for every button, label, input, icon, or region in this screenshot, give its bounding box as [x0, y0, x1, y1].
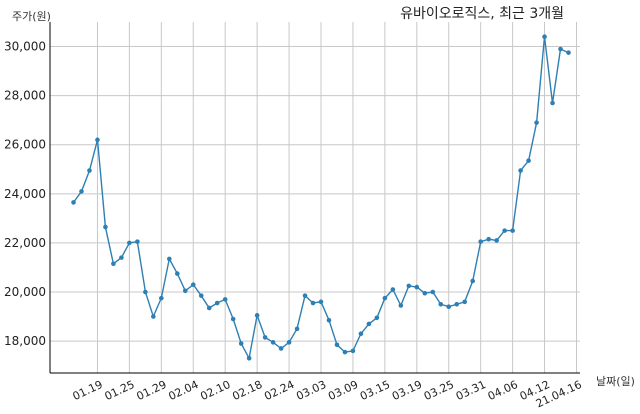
- data-point: [206, 305, 212, 311]
- data-point: [246, 355, 252, 361]
- chart-title: 유바이오로직스, 최근 3개월: [400, 6, 564, 22]
- data-point: [71, 200, 76, 205]
- x-tick-label: 01.29: [135, 378, 169, 403]
- data-point: [366, 321, 372, 327]
- price-series: [71, 34, 571, 361]
- x-tick-label: 01.25: [103, 378, 137, 403]
- data-point: [143, 289, 148, 295]
- x-tick-label: 02.10: [198, 378, 232, 403]
- y-tick-label: 28,000: [4, 89, 46, 103]
- data-point: [430, 289, 436, 295]
- data-point: [230, 316, 236, 322]
- data-point: [406, 283, 412, 289]
- data-point: [390, 287, 396, 292]
- data-point: [182, 288, 188, 294]
- x-tick-label: 02.04: [166, 378, 200, 403]
- data-point: [159, 295, 164, 301]
- x-tick-label: 03.09: [326, 378, 360, 403]
- data-point: [198, 293, 204, 298]
- data-point: [534, 120, 539, 125]
- data-point: [558, 46, 563, 52]
- data-point: [494, 238, 499, 243]
- data-point: [103, 224, 108, 230]
- data-point: [135, 239, 140, 244]
- y-tick-label: 24,000: [4, 187, 46, 201]
- x-tick-label: 04.06: [486, 378, 520, 403]
- x-tick-label: 03.25: [422, 378, 456, 403]
- data-point: [95, 137, 100, 143]
- data-point: [326, 317, 332, 323]
- x-tick-label: 01.19: [71, 378, 105, 403]
- data-point: [294, 326, 300, 332]
- data-point: [310, 300, 316, 306]
- data-point: [542, 34, 547, 40]
- data-point: [127, 240, 132, 246]
- x-tick-label: 03.03: [294, 378, 328, 403]
- data-point: [486, 236, 491, 242]
- x-tick-label: 03.15: [358, 378, 392, 403]
- y-axis-label: 주가(원): [12, 10, 51, 23]
- data-point: [238, 341, 244, 346]
- data-point: [510, 228, 515, 233]
- x-tick-label: 03.31: [454, 378, 488, 403]
- data-point: [526, 158, 531, 163]
- y-tick-label: 30,000: [4, 40, 46, 54]
- axes: [49, 22, 580, 374]
- data-point: [222, 297, 228, 302]
- x-tick-label: 02.18: [230, 378, 264, 403]
- data-point: [374, 315, 380, 321]
- data-point: [462, 299, 468, 305]
- data-point: [270, 340, 276, 345]
- data-point: [398, 303, 404, 308]
- data-point: [550, 100, 555, 106]
- data-point: [318, 299, 324, 305]
- data-point: [302, 293, 308, 298]
- data-point: [87, 168, 92, 173]
- data-point: [350, 348, 356, 354]
- data-point: [358, 331, 364, 337]
- x-tick-labels: 01.1901.2501.2902.0402.1002.1802.2403.03…: [71, 378, 584, 410]
- data-point: [278, 346, 284, 351]
- x-tick-label: 02.24: [262, 378, 296, 403]
- data-point: [414, 284, 420, 290]
- data-point: [254, 313, 260, 318]
- data-point: [174, 271, 180, 276]
- data-point: [214, 300, 220, 306]
- data-point: [518, 168, 523, 173]
- data-point: [502, 228, 507, 233]
- data-point: [262, 335, 268, 340]
- data-point: [454, 301, 460, 307]
- data-point: [566, 50, 571, 55]
- data-point: [151, 314, 156, 319]
- data-point: [422, 290, 428, 296]
- data-point: [446, 304, 452, 310]
- data-point: [119, 255, 124, 260]
- data-point: [342, 349, 348, 355]
- y-tick-label: 18,000: [4, 334, 46, 348]
- data-point: [111, 261, 116, 267]
- y-tick-labels: 18,000 20,000 22,000 24,000 26,000 28,000 30,0…: [4, 40, 46, 349]
- gridlines: [50, 22, 580, 373]
- data-point: [382, 295, 388, 301]
- data-point: [286, 340, 292, 345]
- y-tick-label: 26,000: [4, 138, 46, 152]
- data-point: [438, 301, 444, 307]
- x-axis-label: 날짜(일): [596, 374, 635, 388]
- data-point: [334, 342, 340, 348]
- y-tick-label: 20,000: [4, 285, 46, 299]
- data-point: [470, 278, 475, 284]
- data-point: [79, 189, 84, 194]
- x-tick-label: 03.19: [390, 378, 424, 403]
- y-tick-label: 22,000: [4, 236, 46, 250]
- data-point: [190, 282, 196, 287]
- data-point: [167, 256, 172, 262]
- data-point: [478, 239, 483, 244]
